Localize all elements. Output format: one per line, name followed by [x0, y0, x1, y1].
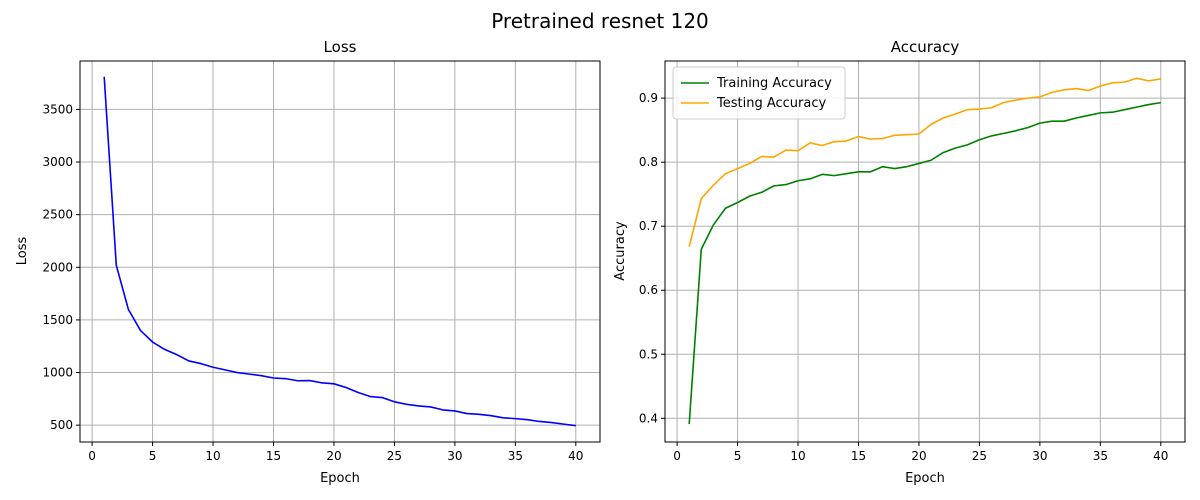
- accuracy-xtick-label-7: 35: [1093, 449, 1108, 463]
- loss-axes-frame: [79, 60, 601, 443]
- accuracy-ytick-label-5: 0.9: [639, 91, 658, 105]
- accuracy-title: Accuracy: [891, 38, 960, 56]
- accuracy-xtick-label-0: 0: [673, 449, 681, 463]
- accuracy-ytick-label-1: 0.5: [639, 347, 658, 361]
- loss-ytick-label-2: 1500: [42, 313, 73, 327]
- accuracy-ylabel: Accuracy: [613, 221, 628, 281]
- accuracy-legend-box: [672, 66, 846, 120]
- accuracy-xtick-label-3: 15: [851, 449, 866, 463]
- accuracy-xtick-label-2: 10: [790, 449, 805, 463]
- loss-title: Loss: [324, 38, 357, 56]
- accuracy-series-line-1: [688, 77, 1161, 247]
- figure-title: Pretrained resnet 120: [491, 9, 709, 33]
- accuracy-ytick-label-0: 0.4: [639, 411, 658, 425]
- accuracy-xtick-label-8: 40: [1153, 449, 1168, 463]
- accuracy-legend-label-1: Testing Accuracy: [716, 96, 826, 111]
- loss-xtick-label-2: 10: [205, 449, 220, 463]
- loss-xtick-label-8: 40: [568, 449, 583, 463]
- loss-ytick-label-5: 3000: [42, 155, 73, 169]
- loss-xtick-label-6: 30: [447, 449, 462, 463]
- loss-ytick-label-0: 500: [50, 418, 73, 432]
- loss-xtick-label-5: 25: [387, 449, 402, 463]
- loss-ylabel: Loss: [15, 237, 30, 266]
- accuracy-ytick-label-2: 0.6: [639, 283, 658, 297]
- loss-ytick-label-4: 2500: [42, 208, 73, 222]
- loss-xtick-label-0: 0: [88, 449, 96, 463]
- loss-ytick-label-3: 2000: [42, 260, 73, 274]
- accuracy-legend: Training Accuracy Testing Accuracy: [672, 66, 846, 120]
- loss-ytick-label-6: 3500: [42, 102, 73, 116]
- accuracy-subplot: Accuracy Epoch Accuracy 0 5 10 15 20 25 30 35 40…: [613, 38, 1186, 486]
- loss-xtick-label-7: 35: [508, 449, 523, 463]
- accuracy-ytick-label-3: 0.7: [639, 219, 658, 233]
- loss-subplot: Loss Epoch Loss 0 5 10 15 20 25 30 35 40 500 1000 1…: [15, 38, 601, 486]
- accuracy-xtick-label-1: 5: [734, 449, 742, 463]
- loss-xtick-label-1: 5: [149, 449, 157, 463]
- accuracy-ytick-label-4: 0.8: [639, 155, 658, 169]
- loss-ytick-label-1: 1000: [42, 366, 73, 380]
- loss-xlabel: Epoch: [320, 471, 360, 486]
- accuracy-series-line-0: [688, 101, 1161, 425]
- loss-series-line-0: [103, 76, 576, 427]
- accuracy-xlabel: Epoch: [905, 471, 945, 486]
- accuracy-xtick-label-4: 20: [911, 449, 926, 463]
- accuracy-xtick-label-6: 30: [1032, 449, 1047, 463]
- loss-xtick-label-3: 15: [266, 449, 281, 463]
- accuracy-xtick-label-5: 25: [972, 449, 987, 463]
- loss-xtick-label-4: 20: [326, 449, 341, 463]
- accuracy-legend-label-0: Training Accuracy: [716, 76, 832, 91]
- accuracy-axes-frame: [664, 60, 1186, 443]
